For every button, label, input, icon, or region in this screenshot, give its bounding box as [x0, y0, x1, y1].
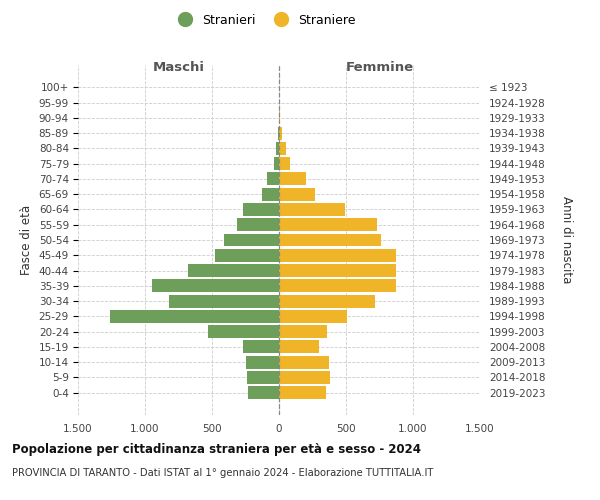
- Bar: [188, 264, 279, 277]
- Bar: [279, 294, 376, 308]
- Bar: [279, 264, 395, 277]
- Bar: [279, 142, 286, 155]
- Bar: [279, 112, 280, 124]
- Legend: Stranieri, Straniere: Stranieri, Straniere: [167, 8, 361, 32]
- Bar: [238, 218, 279, 231]
- Bar: [208, 325, 279, 338]
- Bar: [279, 188, 315, 200]
- Text: Femmine: Femmine: [346, 60, 413, 74]
- Bar: [267, 172, 279, 186]
- Text: Popolazione per cittadinanza straniera per età e sesso - 2024: Popolazione per cittadinanza straniera p…: [12, 442, 421, 456]
- Bar: [279, 386, 326, 399]
- Text: PROVINCIA DI TARANTO - Dati ISTAT al 1° gennaio 2024 - Elaborazione TUTTITALIA.I: PROVINCIA DI TARANTO - Dati ISTAT al 1° …: [12, 468, 433, 477]
- Bar: [279, 340, 319, 353]
- Bar: [279, 157, 290, 170]
- Bar: [243, 203, 279, 216]
- Bar: [279, 280, 395, 292]
- Bar: [279, 218, 377, 231]
- Bar: [110, 310, 279, 323]
- Bar: [279, 234, 381, 246]
- Bar: [279, 249, 395, 262]
- Bar: [245, 356, 279, 368]
- Bar: [215, 249, 279, 262]
- Y-axis label: Fasce di età: Fasce di età: [20, 205, 33, 275]
- Bar: [278, 126, 279, 140]
- Bar: [279, 203, 344, 216]
- Bar: [262, 188, 279, 200]
- Bar: [247, 371, 279, 384]
- Bar: [152, 280, 279, 292]
- Bar: [169, 294, 279, 308]
- Bar: [277, 142, 279, 155]
- Bar: [224, 234, 279, 246]
- Text: Maschi: Maschi: [152, 60, 205, 74]
- Bar: [279, 126, 281, 140]
- Bar: [279, 356, 329, 368]
- Bar: [279, 310, 347, 323]
- Bar: [279, 325, 326, 338]
- Bar: [244, 340, 279, 353]
- Bar: [248, 386, 279, 399]
- Y-axis label: Anni di nascita: Anni di nascita: [560, 196, 572, 284]
- Bar: [279, 371, 330, 384]
- Bar: [279, 172, 306, 186]
- Bar: [274, 157, 279, 170]
